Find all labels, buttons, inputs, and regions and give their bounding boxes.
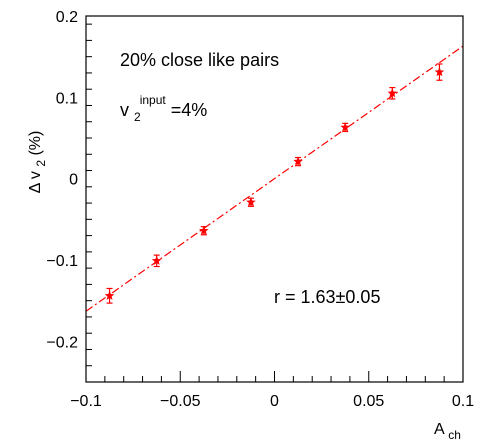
data-point xyxy=(199,225,209,236)
y-tick-label: −0.2 xyxy=(46,334,78,351)
plot-frame xyxy=(85,15,464,383)
annotation-line1: 20% close like pairs xyxy=(120,50,279,70)
y-tick-label: 0 xyxy=(69,172,78,189)
annotation-v-main: v xyxy=(120,100,129,120)
y-axis-title-main: Δ v xyxy=(27,171,44,193)
annotation-v2input: v 2 input =4% xyxy=(120,88,207,125)
star-marker xyxy=(151,255,162,265)
data-point xyxy=(340,122,350,133)
y-axis-title-unit: (%) xyxy=(27,131,44,156)
star-marker xyxy=(199,225,209,235)
x-tick-label: 0.05 xyxy=(353,393,384,410)
star-marker xyxy=(340,122,350,132)
annotation-v-rest: =4% xyxy=(171,100,208,120)
x-tick-label: −0.05 xyxy=(160,393,201,410)
data-point xyxy=(293,156,303,167)
x-tick-label: −0.1 xyxy=(70,393,102,410)
y-tick-label: −0.1 xyxy=(46,253,78,270)
annotation-r: r = 1.63±0.05 xyxy=(274,287,380,307)
x-axis-title-main: A xyxy=(434,421,445,438)
star-marker xyxy=(434,67,445,77)
data-point xyxy=(104,287,115,304)
annotation-v-sub: 2 xyxy=(134,110,141,124)
data-point xyxy=(151,254,162,268)
data-points xyxy=(104,63,445,304)
fit-line xyxy=(85,45,464,312)
x-tick-label: 0.1 xyxy=(452,393,474,410)
axis-ticks xyxy=(85,23,464,383)
x-axis-title-sub: ch xyxy=(448,428,461,442)
x-tick-label: 0 xyxy=(270,393,279,410)
x-axis-title: A ch xyxy=(434,421,461,442)
data-point xyxy=(246,197,256,207)
data-point xyxy=(387,86,398,100)
star-marker xyxy=(104,290,115,300)
data-point xyxy=(434,63,445,81)
y-tick-label: 0.2 xyxy=(56,9,78,26)
y-axis-title: Δ v 2 (%) xyxy=(27,131,49,194)
star-marker xyxy=(246,197,256,207)
star-marker xyxy=(387,88,398,98)
annotation-v-sup: input xyxy=(140,93,167,107)
tick-labels: −0.1 −0.05 0 0.05 0.1 −0.2 −0.1 0 0.1 0.2 xyxy=(46,9,474,410)
star-marker xyxy=(293,156,303,166)
y-axis-title-sub: 2 xyxy=(34,160,48,167)
y-tick-label: 0.1 xyxy=(56,90,78,107)
